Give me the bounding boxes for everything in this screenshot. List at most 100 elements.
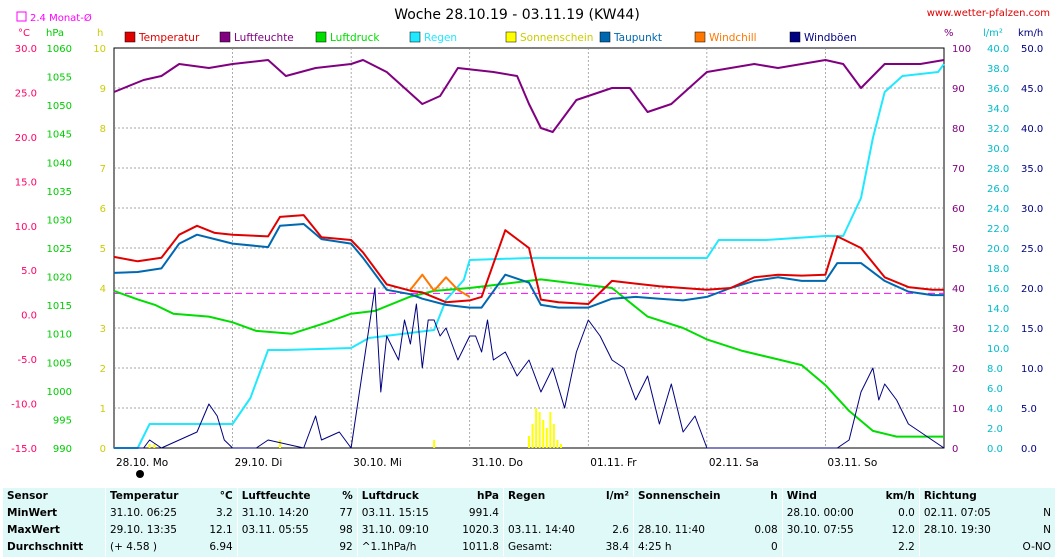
rain-tick-label: 24.0 [987, 204, 1009, 215]
cell-value: 3.2 [216, 507, 233, 519]
col-hum-unit: % [342, 490, 353, 502]
col-dir: Richtung [918, 488, 1011, 505]
rain-tick-label: 18.0 [987, 264, 1009, 275]
chart-series [113, 59, 945, 449]
sun-tick-label: 1 [100, 404, 106, 415]
col-wind: Wind [781, 488, 874, 505]
pressure-tick-label: 1050 [47, 101, 72, 112]
legend-label: Windböen [804, 32, 857, 44]
rain-tick-label: 28.0 [987, 164, 1009, 175]
humidity-tick-label: 20 [952, 364, 965, 375]
cell-value: 1020.3 [462, 524, 499, 536]
pressure-tick-label: 1040 [47, 158, 72, 169]
rain-tick-label: 0.0 [987, 444, 1003, 455]
humidity-tick-label: 50 [952, 244, 965, 255]
col-sun-unit: h [770, 490, 778, 502]
legend-label: Regen [424, 32, 457, 44]
legend-label: Sonnenschein [520, 32, 593, 44]
sun-tick-label: 10 [93, 44, 106, 55]
cell-value: 92 [339, 541, 353, 553]
pressure-tick-label: 1035 [47, 187, 72, 198]
rain-tick-label: 6.0 [987, 384, 1003, 395]
temp-tick-label: -5.0 [17, 355, 37, 366]
avg-legend-label: 2.4 Monat-Ø [30, 12, 92, 24]
cell-time: 03.11. 05:55 [236, 522, 331, 539]
cell-time [918, 539, 1011, 556]
cell-time: 28.10. 00:00 [781, 505, 874, 522]
col-wind-unit: km/h [885, 490, 915, 502]
sunshine-bar [549, 412, 552, 448]
x-tick-label: 28.10. Mo [116, 457, 168, 469]
cell-time: 03.11. 15:15 [356, 505, 449, 522]
temp-unit-label: °C [18, 28, 30, 39]
humidity-tick-label: 40 [952, 284, 965, 295]
site-url[interactable]: www.wetter-pfalzen.com [927, 8, 1050, 19]
wind-tick-label: 30.0 [1021, 204, 1043, 215]
row-label: MinWert [7, 507, 58, 519]
cell-value: 991.4 [468, 507, 499, 519]
cell-time [502, 505, 595, 522]
humidity-tick-label: 70 [952, 164, 965, 175]
x-tick-label: 29.10. Di [235, 457, 283, 469]
temp-tick-label: 10.0 [15, 222, 37, 233]
sunshine-bar [538, 412, 541, 448]
cell-value: 12.1 [209, 524, 233, 536]
wind-tick-label: 45.0 [1021, 84, 1043, 95]
wind-tick-label: 15.0 [1021, 324, 1043, 335]
legend-label: Taupunkt [613, 32, 662, 44]
pressure-tick-label: 990 [53, 444, 72, 455]
rain-unit-label: l/m² [983, 28, 1003, 39]
wind-tick-label: 10.0 [1021, 364, 1043, 375]
x-tick-label: 01.11. Fr [590, 457, 637, 469]
table-row: Durchschnitt (+ 4.58 ) 6.94 92 ^1.1hPa/h… [3, 539, 1055, 556]
cell-value: 1011.8 [462, 541, 499, 553]
humidity-tick-label: 100 [952, 44, 971, 55]
rain-tick-label: 16.0 [987, 284, 1009, 295]
humidity-tick-label: 0 [952, 444, 958, 455]
rain-tick-label: 12.0 [987, 324, 1009, 335]
humidity-tick-label: 10 [952, 404, 965, 415]
sunshine-bar [535, 408, 538, 448]
humidity-tick-label: 30 [952, 324, 965, 335]
series-line-luftdruck [113, 278, 944, 438]
sun-tick-label: 8 [100, 124, 106, 135]
cell-time: 31.10. 09:10 [356, 522, 449, 539]
rain-tick-label: 2.0 [987, 424, 1003, 435]
x-tick-label: 30.10. Mi [353, 457, 402, 469]
cell-time [781, 539, 874, 556]
pressure-unit-label: hPa [46, 28, 64, 39]
series-line-windboeen [114, 287, 945, 449]
rain-tick-label: 30.0 [987, 144, 1009, 155]
pressure-tick-label: 1020 [47, 273, 72, 284]
sun-tick-label: 5 [100, 244, 106, 255]
x-tick-label: 02.11. Sa [709, 457, 759, 469]
col-dir-value [1011, 488, 1055, 505]
wind-tick-label: 40.0 [1021, 124, 1043, 135]
sunshine-bar [528, 436, 530, 448]
rain-tick-label: 26.0 [987, 184, 1009, 195]
temp-tick-label: 0.0 [21, 311, 37, 322]
x-tick-label: 31.10. Do [472, 457, 523, 469]
rain-tick-label: 14.0 [987, 304, 1009, 315]
statistics-table: Sensor Temperatur °C Luftfeuchte % Luftd… [3, 488, 1055, 557]
pressure-tick-label: 1000 [47, 387, 72, 398]
wind-tick-label: 5.0 [1021, 404, 1037, 415]
col-press: Luftdruck [356, 488, 449, 505]
temp-tick-label: 25.0 [15, 88, 37, 99]
col-temp: Temperatur [104, 488, 199, 505]
humidity-unit-label: % [944, 28, 954, 39]
legend-label: Luftfeuchte [234, 32, 294, 44]
sunshine-bar [545, 428, 548, 448]
sunshine-bar [542, 420, 545, 448]
cell-value: O-NO [1022, 541, 1051, 553]
chart-legend: Temperatur Luftfeuchte Luftdruck Regen Sonne… [124, 31, 857, 44]
pressure-tick-label: 1030 [47, 215, 72, 226]
sunshine-bar [153, 444, 156, 448]
cell-value [595, 505, 634, 522]
cell-value: 2.2 [898, 541, 915, 553]
series-line-regen [114, 63, 945, 449]
legend-swatch [315, 31, 327, 43]
legend-swatch [409, 31, 421, 43]
pressure-tick-label: 1010 [47, 330, 72, 341]
chart-axes: 30.025.020.015.010.05.00.0-5.0-10.0-15.0… [11, 44, 1043, 478]
